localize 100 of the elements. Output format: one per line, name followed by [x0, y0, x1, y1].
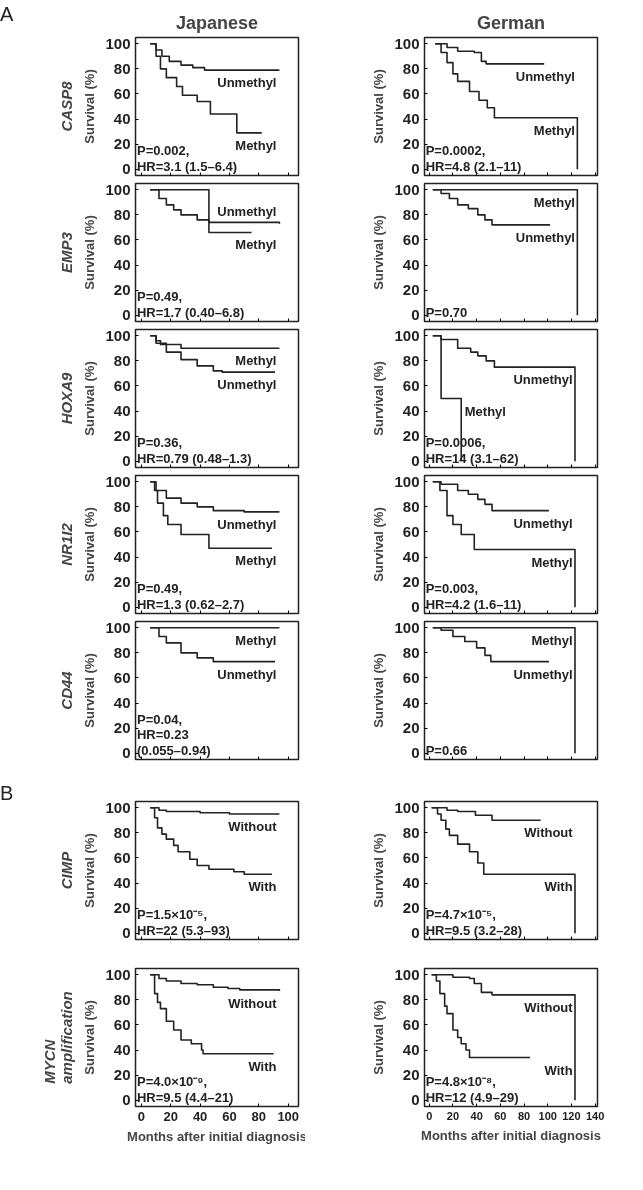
y-tick-label: 80 [402, 990, 420, 1008]
y-tick-label: 80 [402, 59, 420, 77]
y-tick-label: 100 [394, 618, 420, 636]
y-tick-label: 60 [402, 376, 420, 394]
series-label: Methyl [533, 122, 575, 138]
x-tick-label: 40 [192, 1108, 208, 1124]
y-tick-label: 60 [402, 848, 420, 866]
y-tick-label: 0 [122, 924, 131, 942]
y-tick-label: 40 [402, 110, 420, 128]
y-tick-label: 40 [402, 1041, 420, 1059]
y-axis-title: Survival (%) [371, 215, 387, 290]
y-tick-label: 60 [113, 1015, 131, 1033]
y-tick-label: 40 [113, 110, 131, 128]
x-tick-label: 120 [562, 1109, 581, 1122]
text: CIMP [57, 850, 75, 890]
y-tick-label: 20 [113, 135, 131, 153]
x-tick-label: 20 [446, 1109, 460, 1122]
series-label: Unmethyl [513, 666, 573, 682]
series-label: Methyl [464, 403, 506, 419]
y-tick-label: 60 [113, 848, 131, 866]
y-axis-title: Survival (%) [371, 507, 387, 582]
series-label: Methyl [235, 353, 277, 369]
y-tick-label: 20 [113, 1066, 131, 1084]
annotation: P=0.003, HR=4.2 (1.6–11) [425, 581, 522, 613]
text: NR1I2 [57, 522, 75, 566]
annotation: P=0.04, HR=0.23 (0.055–0.94) [136, 711, 211, 759]
series-label: Methyl [531, 554, 573, 570]
y-tick-label: 0 [122, 306, 131, 324]
series-label: Without [524, 999, 574, 1015]
text: A [0, 2, 14, 27]
y-tick-label: 60 [402, 1015, 420, 1033]
y-tick-label: 80 [402, 205, 420, 223]
x-tick-label: 0 [426, 1109, 433, 1122]
y-tick-label: 80 [113, 497, 131, 515]
y-tick-label: 80 [113, 351, 131, 369]
y-tick-label: 60 [402, 522, 420, 540]
y-tick-label: 60 [402, 668, 420, 686]
y-tick-label: 100 [105, 472, 131, 490]
series-label: Methyl [235, 632, 277, 648]
y-tick-label: 60 [113, 522, 131, 540]
y-tick-label: 100 [105, 965, 131, 983]
y-tick-label: 40 [113, 1041, 131, 1059]
y-tick-label: 20 [402, 899, 420, 917]
y-tick-label: 0 [411, 598, 420, 616]
series-label: Methyl [235, 553, 277, 569]
annotation: P=0.49, HR=1.3 (0.62–2.7) [136, 581, 245, 613]
y-tick-label: 20 [402, 719, 420, 737]
y-tick-label: 40 [113, 256, 131, 274]
y-tick-label: 60 [113, 84, 131, 102]
y-tick-label: 80 [113, 59, 131, 77]
y-tick-label: 100 [105, 180, 131, 198]
y-tick-label: 0 [122, 1091, 131, 1109]
series-label: Methyl [533, 194, 575, 210]
annotation: P=4.0×10⁻⁹, HR=9.5 (4.4–21) [136, 1074, 234, 1106]
y-tick-label: 80 [113, 823, 131, 841]
chart-title: German [476, 12, 546, 33]
text: HOXA9 [57, 372, 75, 425]
y-tick-label: 80 [402, 497, 420, 515]
y-axis-title: Survival (%) [82, 507, 98, 582]
x-tick-label: 40 [470, 1109, 483, 1122]
x-tick-label: 100 [538, 1109, 557, 1122]
y-axis-title: Survival (%) [82, 361, 98, 436]
y-tick-label: 60 [113, 668, 131, 686]
series-label: Unmethyl [217, 516, 277, 532]
annotation: P=1.5×10⁻⁵, HR=22 (5.3–93) [136, 907, 230, 939]
y-tick-label: 0 [411, 452, 420, 470]
series-label: Unmethyl [217, 203, 277, 219]
y-tick-label: 40 [402, 694, 420, 712]
y-tick-label: 100 [105, 618, 131, 636]
y-tick-label: 100 [105, 798, 131, 816]
y-tick-label: 40 [402, 874, 420, 892]
y-tick-label: 20 [113, 427, 131, 445]
y-tick-label: 0 [122, 598, 131, 616]
annotation: P=0.70 [425, 305, 468, 321]
y-tick-label: 20 [402, 427, 420, 445]
y-tick-label: 40 [402, 256, 420, 274]
text: EMP3 [57, 231, 75, 273]
y-tick-label: 80 [113, 205, 131, 223]
y-tick-label: 0 [122, 452, 131, 470]
y-tick-label: 0 [411, 1091, 420, 1109]
series-label: Unmethyl [217, 377, 277, 393]
y-axis-title: Survival (%) [371, 653, 387, 728]
y-tick-label: 100 [105, 326, 131, 344]
y-axis-title: Survival (%) [82, 1000, 98, 1075]
x-tick-label: 60 [222, 1108, 237, 1124]
y-tick-label: 100 [105, 34, 131, 52]
y-tick-label: 40 [113, 402, 131, 420]
x-tick-label: 0 [137, 1108, 145, 1124]
y-tick-label: 20 [402, 1066, 420, 1084]
series-label: Without [228, 819, 278, 835]
x-tick-label: 140 [585, 1109, 605, 1122]
series-label: Without [524, 825, 574, 841]
series-label: With [248, 1058, 277, 1074]
y-axis-title: Survival (%) [371, 361, 387, 436]
annotation: P=4.8×10⁻⁸, HR=12 (4.9–29) [425, 1074, 519, 1106]
y-tick-label: 0 [411, 924, 420, 942]
x-tick-label: 80 [251, 1108, 267, 1124]
annotation: P=0.66 [425, 743, 468, 759]
series-label: Unmethyl [515, 229, 575, 245]
y-tick-label: 20 [113, 719, 131, 737]
